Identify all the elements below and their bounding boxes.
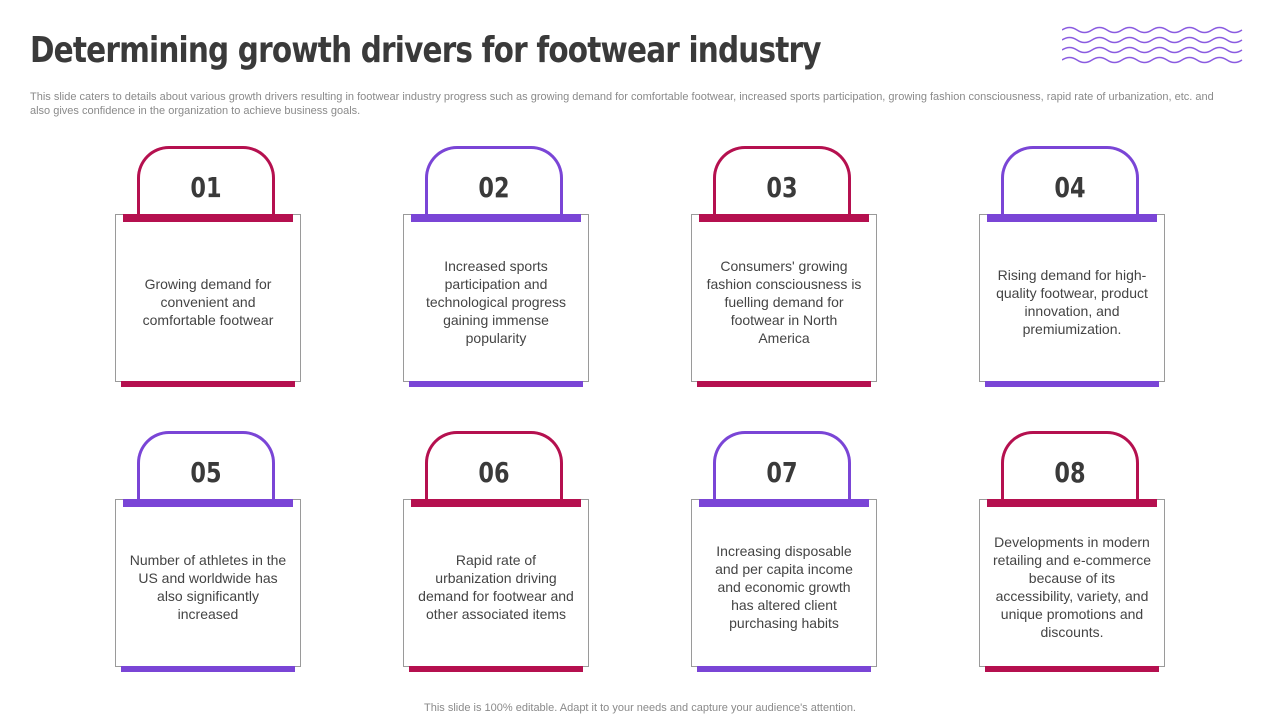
- card-text: Consumers' growing fashion consciousness…: [706, 258, 862, 346]
- driver-card: 06 Rapid rate of urbanization driving dem…: [403, 431, 591, 676]
- card-bottom-bar: [697, 381, 871, 387]
- card-tab: 04: [1001, 146, 1139, 220]
- driver-card: 05 Number of athletes in the US and world…: [115, 431, 303, 676]
- card-text: Number of athletes in the US and worldwi…: [129, 552, 287, 622]
- card-body: [403, 499, 589, 667]
- card-text: Increasing disposable and per capita inc…: [715, 543, 853, 631]
- card-bottom-bar: [409, 666, 583, 672]
- card-body: [115, 214, 301, 382]
- card-number: 07: [766, 456, 798, 489]
- card-top-bar: [699, 499, 869, 507]
- card-bottom-bar: [985, 666, 1159, 672]
- card-tab: 05: [137, 431, 275, 505]
- card-top-bar: [699, 214, 869, 222]
- card-bottom-bar: [121, 381, 295, 387]
- driver-card: 07 Increasing disposable and per capita i…: [691, 431, 879, 676]
- card-tab: 07: [713, 431, 851, 505]
- page-subtitle: This slide caters to details about vario…: [30, 91, 1214, 117]
- card-body: [403, 214, 589, 382]
- driver-card: 03 Consumers' growing fashion consciousne…: [691, 146, 879, 391]
- card-body: [691, 499, 877, 667]
- card-number: 03: [766, 171, 798, 204]
- card-tab: 01: [137, 146, 275, 220]
- card-number: 08: [1054, 456, 1086, 489]
- card-text: Rapid rate of urbanization driving deman…: [418, 552, 574, 622]
- card-tab: 06: [425, 431, 563, 505]
- card-number: 01: [190, 171, 222, 204]
- card-tab: 02: [425, 146, 563, 220]
- card-text: Developments in modern retailing and e-c…: [993, 534, 1151, 640]
- card-body: [979, 214, 1165, 382]
- card-bottom-bar: [121, 666, 295, 672]
- card-bottom-bar: [697, 666, 871, 672]
- card-number: 04: [1054, 171, 1086, 204]
- driver-card: 04 Rising demand for high-quality footwea…: [979, 146, 1167, 391]
- driver-card: 01 Growing demand for convenient and comf…: [115, 146, 303, 391]
- card-top-bar: [123, 499, 293, 507]
- wave-decoration-icon: [1062, 26, 1243, 64]
- card-number: 06: [478, 456, 510, 489]
- card-tab: 08: [1001, 431, 1139, 505]
- card-bottom-bar: [985, 381, 1159, 387]
- card-number: 02: [478, 171, 510, 204]
- page-title: Determining growth drivers for footwear …: [30, 30, 822, 71]
- driver-card: 08 Developments in modern retailing and e…: [979, 431, 1167, 676]
- card-number: 05: [190, 456, 222, 489]
- card-text: Increased sports participation and techn…: [425, 258, 567, 346]
- card-bottom-bar: [409, 381, 583, 387]
- card-top-bar: [123, 214, 293, 222]
- card-text: Rising demand for high-quality footwear,…: [996, 267, 1148, 337]
- footer-note: This slide is 100% editable. Adapt it to…: [424, 702, 856, 714]
- card-top-bar: [987, 214, 1157, 222]
- card-top-bar: [987, 499, 1157, 507]
- card-top-bar: [411, 214, 581, 222]
- driver-card: 02 Increased sports participation and tec…: [403, 146, 591, 391]
- card-tab: 03: [713, 146, 851, 220]
- card-text: Growing demand for convenient and comfor…: [142, 276, 274, 328]
- card-top-bar: [411, 499, 581, 507]
